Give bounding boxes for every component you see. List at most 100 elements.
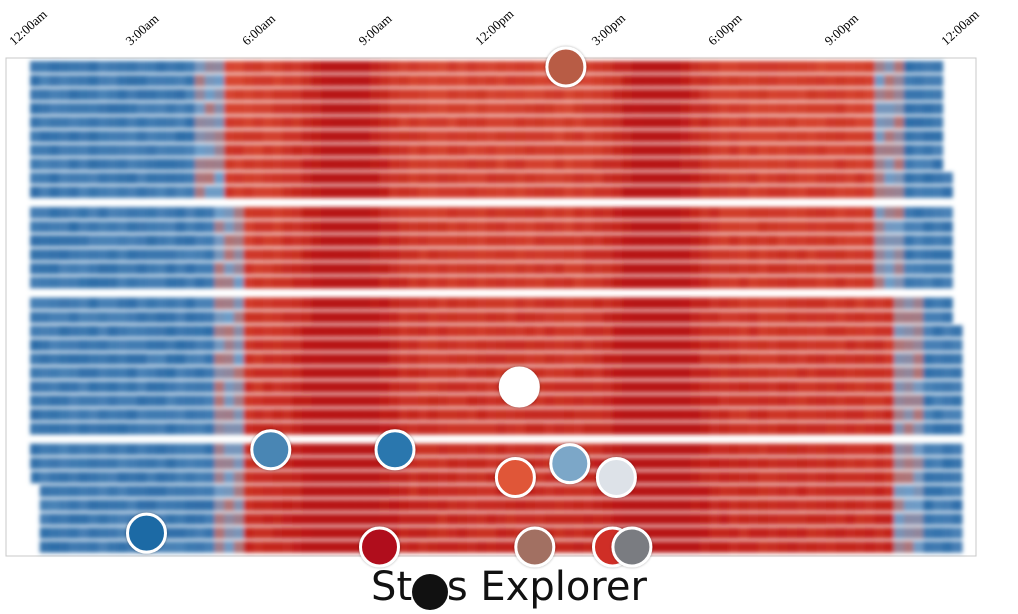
data-marker[interactable]	[514, 526, 556, 568]
heatmap-cell	[583, 367, 594, 379]
heatmap-cell	[350, 297, 361, 310]
heatmap-cell	[593, 276, 604, 289]
heatmap-cell	[408, 262, 419, 275]
heatmap-cell	[680, 74, 691, 87]
heatmap-cell	[350, 422, 361, 435]
heatmap-cell	[88, 541, 99, 553]
heatmap-cell	[573, 339, 584, 351]
heatmap-cell	[447, 102, 458, 115]
data-marker[interactable]	[595, 457, 637, 498]
heatmap-cell	[98, 276, 109, 289]
heatmap-cell	[59, 186, 70, 198]
data-marker[interactable]	[250, 429, 292, 471]
heatmap-cell	[874, 88, 885, 101]
heatmap-cell	[864, 367, 876, 379]
heatmap-cell	[408, 408, 419, 421]
heatmap-cell	[826, 339, 837, 351]
heatmap-cell	[360, 61, 371, 73]
heatmap-cell	[826, 130, 837, 143]
heatmap-cell	[709, 248, 720, 261]
heatmap-cell	[932, 527, 944, 539]
heatmap-cell	[107, 276, 118, 289]
heatmap-cell	[884, 513, 895, 525]
data-marker[interactable]	[374, 429, 416, 471]
heatmap-cell	[107, 207, 118, 219]
heatmap-cell	[486, 367, 497, 379]
heatmap-cell	[253, 102, 264, 115]
heatmap-cell	[573, 541, 584, 553]
heatmap-cell	[301, 325, 313, 338]
heatmap-cell	[719, 381, 730, 393]
heatmap-cell	[564, 485, 575, 498]
heatmap-cell	[631, 367, 643, 379]
heatmap-cell	[68, 221, 80, 233]
heatmap-cell	[923, 457, 934, 470]
data-marker[interactable]	[549, 443, 591, 485]
heatmap-cell	[894, 248, 905, 261]
heatmap-cell	[738, 74, 749, 87]
heatmap-cell	[88, 367, 99, 379]
heatmap-cell	[748, 88, 759, 101]
heatmap-cell	[496, 297, 507, 310]
heatmap-cell	[49, 207, 60, 219]
heatmap-cell	[641, 457, 652, 470]
data-marker[interactable]	[545, 46, 587, 88]
heatmap-cell	[30, 325, 41, 338]
heatmap-cell	[884, 471, 895, 484]
heatmap-cell	[690, 158, 701, 171]
heatmap-cell	[379, 102, 390, 115]
heatmap-cell	[457, 61, 468, 73]
heatmap-cell	[612, 88, 623, 101]
heatmap-cell	[855, 443, 866, 456]
heatmap-cell	[476, 221, 487, 233]
data-marker[interactable]	[359, 526, 400, 568]
heatmap-cell	[49, 541, 60, 553]
heatmap-cell	[593, 499, 604, 512]
heatmap-cell	[68, 116, 80, 129]
heatmap-cell	[612, 408, 623, 421]
heatmap-cell	[777, 234, 788, 247]
heatmap-cell	[855, 158, 866, 171]
heatmap-cell	[146, 353, 157, 365]
heatmap-cell	[903, 234, 915, 247]
heatmap-cell	[816, 262, 827, 275]
heatmap-cell	[845, 339, 856, 351]
heatmap-cell	[593, 262, 604, 275]
heatmap-cell	[253, 471, 264, 484]
heatmap-cell	[253, 61, 264, 73]
heatmap-cell	[631, 513, 643, 525]
heatmap-cell	[486, 325, 497, 338]
heatmap-cell	[195, 297, 206, 310]
heatmap-cell	[156, 262, 167, 275]
data-marker[interactable]	[498, 366, 540, 408]
heatmap-cell	[466, 158, 478, 171]
heatmap-cell	[127, 408, 138, 421]
data-marker[interactable]	[494, 457, 536, 498]
heatmap-cell	[758, 276, 769, 289]
data-marker[interactable]	[611, 526, 653, 568]
heatmap-cell	[117, 61, 128, 73]
heatmap-cell	[379, 471, 390, 484]
heatmap-cell	[894, 74, 905, 87]
heatmap-cell	[30, 158, 41, 171]
heatmap-cell	[117, 395, 128, 407]
heatmap-cell	[107, 353, 118, 365]
heatmap-cell	[564, 276, 575, 289]
heatmap-cell	[360, 457, 371, 470]
heatmap-cell	[884, 88, 895, 101]
heatmap-cell	[593, 513, 604, 525]
heatmap-cell	[447, 541, 458, 553]
heatmap-cell	[340, 485, 351, 498]
heatmap-cell	[195, 422, 206, 435]
heatmap-cell	[515, 325, 526, 338]
heatmap-cell	[331, 443, 342, 456]
heatmap-cell	[738, 443, 749, 456]
heatmap-cell	[369, 144, 381, 157]
data-marker[interactable]	[126, 512, 167, 554]
heatmap-cell	[767, 102, 779, 115]
heatmap-cell	[39, 130, 50, 143]
heatmap-cell	[923, 88, 934, 101]
heatmap-cell	[292, 339, 303, 351]
heatmap-cell	[466, 408, 478, 421]
heatmap-cell	[466, 443, 478, 456]
